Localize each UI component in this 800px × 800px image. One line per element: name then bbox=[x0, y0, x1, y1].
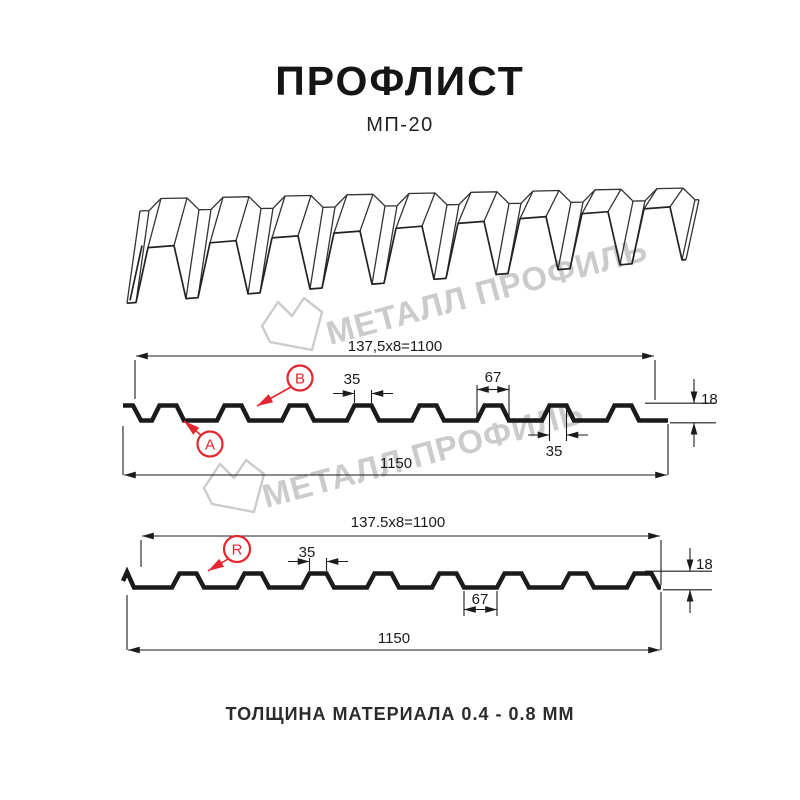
sheet-3d-view bbox=[126, 187, 700, 305]
cross-section-bottom: 137.5x8=1100 35 67 18 bbox=[120, 514, 713, 654]
dim-overall: 1150 bbox=[380, 455, 412, 472]
dim-overall: 1150 bbox=[378, 630, 410, 647]
watermark-upper: МЕТАЛЛ ПРОФИЛЬ bbox=[260, 230, 652, 352]
metal-profile-logo-icon bbox=[260, 296, 324, 352]
page-title: ПРОФЛИСТ bbox=[275, 58, 525, 104]
dim-valley: 67 bbox=[472, 591, 489, 608]
label-a: A bbox=[205, 437, 215, 454]
profile-line bbox=[123, 403, 668, 423]
sheet-cut-edge bbox=[129, 245, 143, 301]
label-r: R bbox=[232, 542, 243, 559]
dim-rib-base: 67 bbox=[485, 369, 502, 386]
watermark-text: МЕТАЛЛ ПРОФИЛЬ bbox=[322, 230, 651, 351]
dim-rib-top-bottom: 35 bbox=[546, 443, 563, 460]
sheet-rib-lines bbox=[126, 187, 700, 304]
callout-r: R bbox=[207, 534, 252, 572]
label-b: B bbox=[295, 371, 305, 388]
material-thickness-caption: ТОЛЩИНА МАТЕРИАЛА 0.4 - 0.8 ММ bbox=[225, 704, 575, 724]
dim-rib-top: 35 bbox=[299, 544, 316, 561]
metal-profile-logo-icon bbox=[202, 458, 266, 514]
dim-height: 18 bbox=[701, 391, 718, 408]
dim-pitch-total: 137.5x8=1100 bbox=[351, 514, 445, 531]
sheet-front-profile bbox=[126, 206, 687, 305]
callout-a: A bbox=[183, 420, 224, 458]
callout-b: B bbox=[256, 364, 314, 407]
sheet-back-edge bbox=[139, 187, 700, 212]
cross-section-top: 137,5x8=1100 35 67 35 bbox=[122, 338, 718, 479]
profile-model-subtitle: МП-20 bbox=[366, 114, 434, 136]
dim-rib-top: 35 bbox=[344, 371, 361, 388]
dim-height: 18 bbox=[696, 556, 713, 573]
dim-pitch-total: 137,5x8=1100 bbox=[348, 338, 442, 355]
profile-line bbox=[120, 566, 661, 590]
